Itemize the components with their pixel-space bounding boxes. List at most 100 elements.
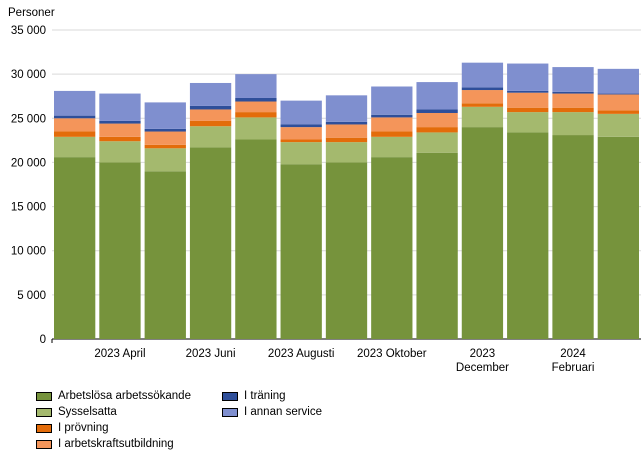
legend-item-annan-service: I annan service <box>222 404 322 420</box>
bar-segment-5 <box>597 68 639 94</box>
bar-segment-1 <box>280 142 322 165</box>
bar-segment-0 <box>280 164 322 339</box>
legend-label: I arbetskraftsutbildning <box>58 438 174 450</box>
bar-segment-4 <box>371 114 413 118</box>
bar-segment-2 <box>325 137 368 143</box>
legend-item-provning: I prövning <box>36 420 109 436</box>
bar-segment-5 <box>280 100 322 125</box>
x-tick-label: Februari <box>552 362 595 374</box>
legend-label: I prövning <box>58 422 109 434</box>
bar-segment-0 <box>54 157 96 339</box>
bar-segment-0 <box>461 127 504 339</box>
bar-segment-5 <box>371 86 413 115</box>
bar-segment-3 <box>235 101 277 113</box>
bar-segment-3 <box>280 127 322 140</box>
legend-label: Sysselsatta <box>58 406 117 418</box>
bar-segment-4 <box>235 97 277 102</box>
bar-segment-1 <box>99 141 141 163</box>
bar-segment-3 <box>54 118 96 132</box>
y-tick-label: 5 000 <box>17 290 46 302</box>
y-tick-label: 30 000 <box>11 69 46 81</box>
bar-segment-4 <box>280 124 322 128</box>
x-tick-label: 2023 Augusti <box>268 348 335 360</box>
bar-segment-0 <box>189 147 232 339</box>
bar-segment-4 <box>99 120 141 124</box>
bar-segment-2 <box>280 139 322 143</box>
bars <box>54 62 639 339</box>
y-tick-label: 25 000 <box>11 113 46 125</box>
bar-segment-1 <box>235 117 277 140</box>
bar-segment-3 <box>325 124 368 138</box>
bar-segment-0 <box>325 162 368 339</box>
bar-segment-2 <box>507 107 549 113</box>
legend-swatch <box>222 407 238 417</box>
x-tick-label: 2023 Juni <box>186 348 236 360</box>
y-tick-label: 10 000 <box>11 246 46 258</box>
bar-segment-5 <box>325 95 368 122</box>
bar-segment-0 <box>99 162 141 339</box>
bar-segment-0 <box>144 171 186 339</box>
bar-segment-2 <box>99 136 141 142</box>
x-axis-labels: 2023 April 2023 Juni 2023 Augusti 2023 Okto… <box>94 348 594 374</box>
bar-segment-5 <box>144 102 186 129</box>
y-tick-label: 35 000 <box>11 25 46 37</box>
bar-segment-2 <box>416 127 458 133</box>
legend: Arbetslösa arbetssökande Sysselsatta I p… <box>36 388 456 452</box>
bar-segment-1 <box>597 113 639 137</box>
bar-segment-3 <box>552 93 594 108</box>
bar-segment-1 <box>144 148 186 172</box>
bar-segment-1 <box>325 142 368 163</box>
bar-segment-2 <box>144 144 186 149</box>
x-tick-label: 2023 <box>470 348 496 360</box>
legend-item-sysselsatta: Sysselsatta <box>36 404 117 420</box>
bar-segment-5 <box>507 63 549 91</box>
legend-item-arbetskraftsutbildning: I arbetskraftsutbildning <box>36 436 174 452</box>
y-tick-label: 15 000 <box>11 202 46 214</box>
bar-segment-2 <box>54 131 96 137</box>
legend-swatch <box>36 407 52 417</box>
bar-segment-3 <box>597 94 639 111</box>
x-tick-label: 2023 Oktober <box>357 348 427 360</box>
x-tick-label: 2024 <box>560 348 586 360</box>
legend-swatch <box>222 391 238 401</box>
bar-segment-0 <box>235 139 277 339</box>
legend-label: I annan service <box>244 406 322 418</box>
y-tick-label: 20 000 <box>11 157 46 169</box>
bar-segment-2 <box>235 112 277 118</box>
bar-segment-5 <box>99 93 141 121</box>
bar-segment-2 <box>371 131 413 137</box>
bar-segment-2 <box>461 103 504 107</box>
x-tick-label: 2023 April <box>94 348 145 360</box>
bar-segment-5 <box>552 67 594 92</box>
bar-segment-4 <box>54 115 96 119</box>
legend-swatch <box>36 439 52 449</box>
bar-segment-4 <box>507 90 549 93</box>
legend-swatch <box>36 391 52 401</box>
bar-segment-5 <box>54 90 96 116</box>
legend-swatch <box>36 423 52 433</box>
bar-segment-1 <box>416 132 458 153</box>
bar-segment-5 <box>416 82 458 110</box>
bar-segment-3 <box>144 131 186 145</box>
legend-label: Arbetslösa arbetssökande <box>58 390 191 402</box>
bar-segment-3 <box>461 90 504 104</box>
bar-segment-4 <box>597 93 639 95</box>
legend-label: I träning <box>244 390 286 402</box>
bar-segment-0 <box>552 135 594 339</box>
bar-segment-1 <box>461 106 504 128</box>
bar-segment-5 <box>461 62 504 88</box>
bar-segment-0 <box>371 157 413 339</box>
bar-segment-4 <box>416 109 458 113</box>
bar-segment-3 <box>416 112 458 128</box>
y-tick-label: 0 <box>40 334 46 346</box>
bar-segment-5 <box>189 82 232 106</box>
bar-segment-0 <box>597 136 639 339</box>
bar-segment-0 <box>507 132 549 339</box>
bar-segment-3 <box>507 92 549 108</box>
bar-segment-4 <box>552 91 594 94</box>
x-tick-label: December <box>456 362 509 374</box>
legend-item-traning: I träning <box>222 388 286 404</box>
bar-segment-2 <box>552 107 594 113</box>
bar-segment-1 <box>552 112 594 136</box>
